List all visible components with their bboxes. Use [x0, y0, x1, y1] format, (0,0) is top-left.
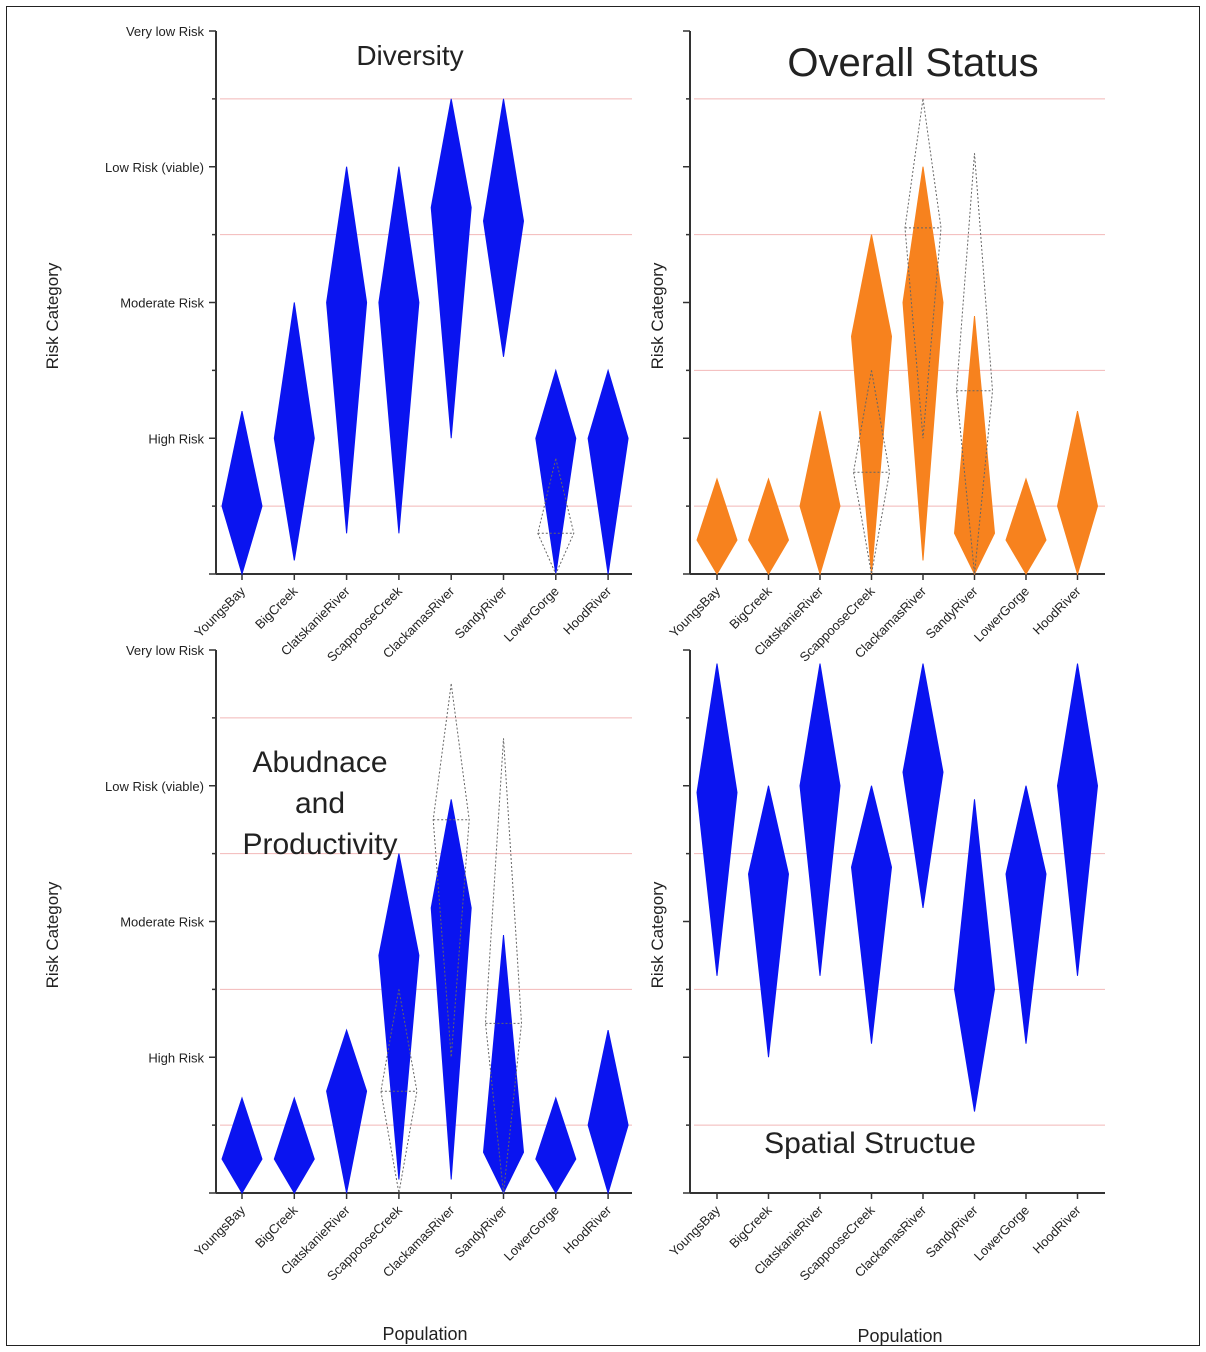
- x-tick-label: BigCreek: [726, 583, 775, 632]
- y-tick-label: Very low Risk: [126, 643, 205, 658]
- chart-panel-3: Very low Risk Low Risk (viable) Moderate R…: [43, 643, 632, 1344]
- violin-YoungsBay: [696, 477, 738, 575]
- y-axis-label: Risk Category: [43, 262, 62, 369]
- x-tick-label: HoodRiver: [1030, 583, 1085, 638]
- violin-YoungsBay: [696, 663, 738, 976]
- y-axis-label: Risk Category: [648, 262, 667, 369]
- outline-violin-LowerGorge: [537, 458, 575, 576]
- outline-violin-ClackamasRiver: [904, 98, 942, 439]
- violin-BigCreek: [273, 1096, 315, 1194]
- violin-ScappooseCreek: [850, 234, 893, 575]
- chart-title-line: Abudnace: [252, 746, 387, 779]
- violin-YoungsBay: [221, 410, 263, 576]
- y-axis-label: Risk Category: [43, 881, 62, 988]
- violin-BigCreek: [747, 477, 790, 575]
- x-tick-label: BigCreek: [252, 583, 301, 632]
- x-tick-label: YoungsBay: [191, 1202, 248, 1259]
- x-tick-label: HoodRiver: [1030, 1202, 1085, 1257]
- violin-SandyRiver: [953, 316, 996, 576]
- violin-HoodRiver: [587, 368, 629, 575]
- violin-ScappooseCreek: [850, 785, 893, 1044]
- violin-ClackamasRiver: [430, 98, 472, 439]
- chart-panel-1: Very low Risk Low Risk (viable) Moderate R…: [43, 24, 632, 665]
- outline-violin-SandyRiver: [955, 153, 994, 575]
- violin-YoungsBay: [221, 1096, 263, 1194]
- violin-ScappooseCreek: [378, 853, 420, 1180]
- chart-title: Overall Status: [787, 41, 1038, 85]
- violin-HoodRiver: [1056, 663, 1099, 976]
- y-tick-label: Low Risk (viable): [105, 779, 204, 794]
- violin-SandyRiver: [482, 98, 525, 357]
- y-tick-label: Moderate Risk: [120, 915, 204, 930]
- y-tick-label: High Risk: [148, 431, 204, 446]
- x-tick-label: BigCreek: [252, 1202, 301, 1251]
- x-tick-label: HoodRiver: [560, 1202, 615, 1257]
- chart-title: Spatial Structue: [764, 1127, 976, 1160]
- figure-frame: [6, 6, 1200, 1346]
- x-tick-label: LowerGorge: [971, 1203, 1032, 1264]
- violin-LowerGorge: [535, 368, 577, 575]
- violin-BigCreek: [747, 785, 790, 1058]
- x-tick-label: YoungsBay: [191, 583, 248, 640]
- violin-SandyRiver: [953, 799, 996, 1112]
- violin-ClatskanieRiver: [326, 1028, 368, 1194]
- violin-ClackamasRiver: [902, 166, 944, 561]
- x-tick-label: LowerGorge: [501, 584, 562, 645]
- x-tick-label: HoodRiver: [560, 583, 615, 638]
- outline-violin-ScappooseCreek: [380, 989, 418, 1194]
- x-tick-label: LowerGorge: [501, 1203, 562, 1264]
- x-tick-label: LowerGorge: [971, 584, 1032, 645]
- y-tick-label: Low Risk (viable): [105, 160, 204, 175]
- chart-title-line: Productivity: [242, 828, 397, 861]
- violin-ClatskanieRiver: [799, 410, 841, 576]
- violin-LowerGorge: [1005, 477, 1047, 575]
- violin-LowerGorge: [535, 1096, 577, 1194]
- violin-LowerGorge: [1005, 785, 1047, 1044]
- chart-title: Diversity: [356, 40, 463, 71]
- violin-ClatskanieRiver: [326, 166, 368, 534]
- y-tick-label: High Risk: [148, 1050, 204, 1065]
- y-tick-label: Very low Risk: [126, 24, 205, 39]
- violin-ClackamasRiver: [902, 663, 944, 908]
- x-tick-label: YoungsBay: [666, 1202, 723, 1259]
- violin-HoodRiver: [587, 1029, 629, 1195]
- violin-HoodRiver: [1056, 410, 1099, 576]
- violin-SandyRiver: [482, 935, 525, 1195]
- violin-ScappooseCreek: [378, 166, 420, 534]
- outline-violin-ScappooseCreek: [852, 370, 891, 575]
- y-tick-label: Moderate Risk: [120, 296, 204, 311]
- y-axis-label: Risk Category: [648, 881, 667, 988]
- violin-ClackamasRiver: [430, 799, 472, 1180]
- x-axis-label: Population: [857, 1326, 942, 1346]
- x-tick-label: YoungsBay: [666, 583, 723, 640]
- violin-BigCreek: [273, 302, 315, 561]
- x-axis-label: Population: [382, 1324, 467, 1344]
- x-tick-label: BigCreek: [726, 1202, 775, 1251]
- outline-violin-SandyRiver: [484, 738, 523, 1194]
- chart-title-line: and: [295, 787, 345, 820]
- violin-ClatskanieRiver: [799, 663, 841, 976]
